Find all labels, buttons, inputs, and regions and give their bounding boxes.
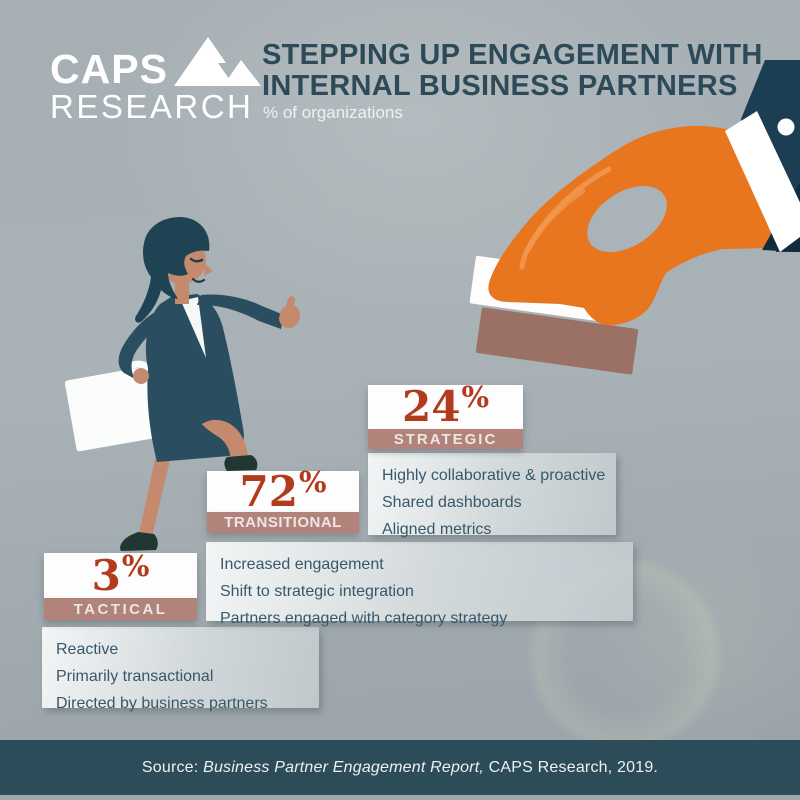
- hair: [135, 217, 210, 323]
- front-arm: [118, 305, 176, 379]
- logo-text-research: RESEARCH: [50, 88, 254, 125]
- front-leg: [202, 419, 248, 462]
- page-title: STEPPING UP ENGAGEMENT WITH INTERNAL BUS…: [262, 40, 763, 102]
- finger-crease-line: [519, 166, 612, 270]
- hand-grip-gap: [587, 186, 667, 252]
- briefcase-handle: [118, 360, 152, 380]
- tactical-detail-line: Reactive: [56, 641, 119, 658]
- tactical-detail-line: Primarily transactional: [56, 668, 214, 685]
- back-hand: [279, 304, 300, 329]
- thumb-up: [284, 296, 296, 312]
- logo-text-caps: CAPS: [50, 46, 168, 92]
- transitional-detail-line: Increased engagement: [220, 556, 384, 573]
- back-leg: [139, 450, 172, 537]
- front-hand: [133, 368, 149, 384]
- strategic-percent-sign: %: [461, 380, 489, 414]
- tactical-percent-box: 3%: [44, 549, 197, 600]
- new-step-block: [469, 255, 626, 324]
- neck: [175, 280, 189, 304]
- source-prefix: Source:: [141, 758, 204, 776]
- briefcase: [64, 364, 172, 452]
- tactical-label: TACTICAL: [44, 598, 197, 620]
- transitional-detail-line: Partners engaged with category strategy: [220, 610, 508, 627]
- title-line-2: INTERNAL BUSINESS PARTNERS: [262, 70, 738, 102]
- caps-research-logo: CAPS RESEARCH: [50, 34, 264, 123]
- orange-hand: [488, 125, 776, 326]
- hand-placing-step-illustration: [469, 60, 800, 375]
- finger-crease-line: [525, 188, 586, 253]
- subtitle: % of organizations: [263, 103, 403, 122]
- strategic-detail-line: Highly collaborative & proactive: [382, 467, 606, 484]
- suit-sleeve-shade: [762, 182, 800, 252]
- shirt-collar: [181, 297, 206, 358]
- transitional-percent-sign: %: [298, 464, 327, 499]
- back-arm: [197, 294, 284, 329]
- transitional-detail-line: Shift to strategic integration: [220, 583, 414, 600]
- title-line-1: STEPPING UP ENGAGEMENT WITH: [262, 39, 763, 71]
- tactical-details: Reactive Primarily transactional Directe…: [42, 627, 319, 712]
- strategic-label: STRATEGIC: [368, 429, 523, 449]
- cuff-button: [777, 118, 795, 136]
- mountain-peaks-icon: [173, 37, 261, 86]
- transitional-details: Increased engagement Shift to strategic …: [206, 542, 633, 627]
- source-suffix: CAPS Research, 2019.: [484, 758, 659, 776]
- transitional-label: TRANSITIONAL: [207, 512, 359, 533]
- step-shadow-block: [475, 307, 639, 375]
- tactical-percent-sign: %: [121, 548, 150, 583]
- tactical-value: 3: [91, 550, 121, 600]
- closed-eye: [189, 257, 204, 263]
- strategic-percent-box: 24%: [368, 380, 523, 431]
- dress: [145, 294, 244, 462]
- transitional-percent-box: 72%: [207, 465, 359, 516]
- strategic-value: 24: [401, 382, 461, 431]
- tactical-detail-line: Directed by business partners: [56, 695, 268, 712]
- nose: [204, 264, 213, 276]
- smile: [191, 277, 206, 283]
- source-report-title: Business Partner Engagement Report,: [203, 758, 485, 776]
- strategic-detail-line: Shared dashboards: [382, 494, 522, 511]
- strategic-detail-line: Aligned metrics: [382, 521, 492, 538]
- strategic-details: Highly collaborative & proactive Shared …: [368, 453, 616, 538]
- bottom-edge-strip: [0, 795, 800, 800]
- transitional-value: 72: [239, 466, 298, 516]
- shirt-cuff: [725, 111, 800, 252]
- head: [158, 236, 206, 284]
- source-bar: Source: Business Partner Engagement Repo…: [0, 740, 800, 795]
